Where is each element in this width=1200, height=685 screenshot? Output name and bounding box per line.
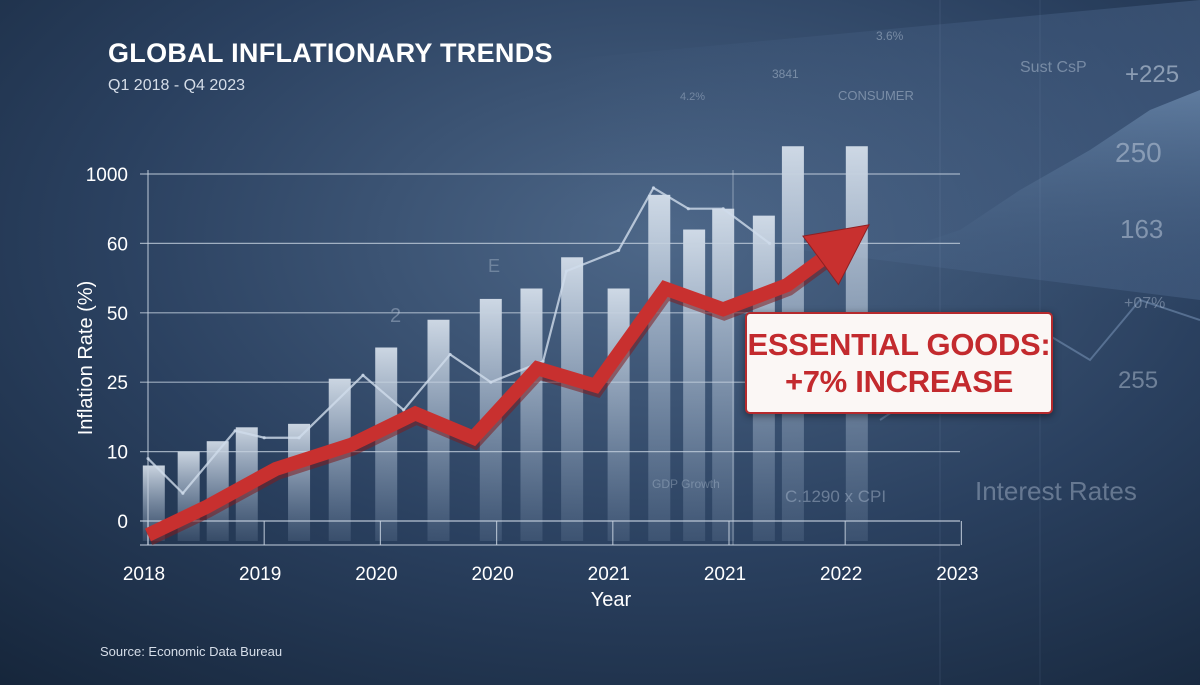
bg-text-14: 2	[390, 305, 401, 327]
bar-11	[607, 288, 630, 541]
bar-9	[520, 288, 543, 541]
y-tick-label-4: 60	[107, 234, 128, 255]
bg-text-10: 255	[1118, 367, 1158, 394]
chart-subtitle: Q1 2018 - Q4 2023	[108, 77, 245, 94]
x-axis-label: Year	[591, 589, 632, 611]
chart-title: GLOBAL INFLATIONARY TRENDS	[108, 38, 553, 68]
secondary-line-series	[146, 186, 772, 495]
bg-text-9: +07%	[1124, 295, 1165, 312]
x-tick-labels: 2018 2019 2020 2020 2021 2021 2022 2023	[123, 564, 979, 585]
bg-text-7: 250	[1115, 137, 1162, 168]
bg-text-2: Sust CsP	[1020, 59, 1087, 76]
secondary-point-10	[564, 269, 568, 273]
secondary-point-4	[297, 436, 301, 440]
bg-text-15: E	[488, 256, 500, 276]
primary-line	[144, 251, 830, 542]
arrow-head	[802, 224, 870, 286]
y-tick-label-2: 25	[107, 373, 128, 394]
secondary-point-15	[768, 241, 772, 245]
x-tick-label-5: 2021	[704, 564, 746, 585]
x-tick-label-2: 2020	[355, 564, 397, 585]
y-tick-label-0: 0	[117, 512, 128, 533]
secondary-point-3	[262, 436, 266, 440]
bar-10	[561, 257, 584, 541]
bg-text-3: +225	[1125, 61, 1179, 88]
secondary-point-8	[489, 380, 493, 384]
secondary-point-5	[361, 373, 365, 377]
secondary-point-12	[651, 186, 656, 190]
bg-text-4: 3841	[772, 67, 799, 81]
background-area	[870, 90, 1200, 330]
callout-line-2: +7% INCREASE	[784, 364, 1014, 399]
bg-text-5: CONSUMER	[838, 88, 914, 103]
secondary-point-0	[146, 456, 150, 461]
x-tick-label-6: 2022	[820, 564, 862, 585]
bar-12	[648, 194, 671, 541]
x-tick-label-4: 2021	[588, 564, 630, 585]
bar-13	[683, 229, 706, 541]
secondary-point-13	[686, 207, 690, 211]
background-labels: 3.6% Sust CsP +225 3841 CONSUMER 4.2% 25…	[390, 29, 1179, 506]
bg-text-13: Interest Rates	[975, 476, 1137, 506]
x-tick-label-0: 2018	[123, 564, 165, 585]
y-tick-label-3: 50	[107, 304, 128, 325]
x-tick-label-3: 2020	[471, 564, 513, 585]
y-tick-label-5: 1000	[86, 165, 128, 186]
secondary-point-7	[448, 352, 452, 357]
secondary-point-9	[541, 359, 545, 363]
y-tick-labels: 0 10 25 50 60 1000	[86, 165, 128, 533]
x-tick-label-1: 2019	[239, 564, 281, 585]
primary-line-series	[144, 224, 870, 546]
secondary-point-1	[181, 491, 185, 495]
x-tick-label-7: 2023	[936, 564, 978, 585]
y-tick-label-1: 10	[107, 443, 128, 464]
annotation-callout: ESSENTIAL GOODS: +7% INCREASE	[745, 312, 1053, 414]
bar-6	[375, 347, 398, 541]
secondary-point-6	[402, 408, 406, 412]
secondary-line	[147, 186, 771, 495]
source-note: Source: Economic Data Bureau	[100, 644, 283, 659]
secondary-point-14	[721, 207, 725, 211]
secondary-point-2	[233, 429, 237, 433]
bar-4	[288, 423, 311, 541]
secondary-point-11	[617, 248, 621, 252]
bg-text-6: 4.2%	[680, 91, 705, 103]
bg-text-1: 3.6%	[876, 29, 904, 43]
bar-14	[712, 208, 735, 541]
y-axis-label: Inflation Rate (%)	[75, 281, 97, 436]
bg-text-8: 163	[1120, 214, 1163, 244]
callout-line-1: ESSENTIAL GOODS:	[747, 327, 1051, 362]
